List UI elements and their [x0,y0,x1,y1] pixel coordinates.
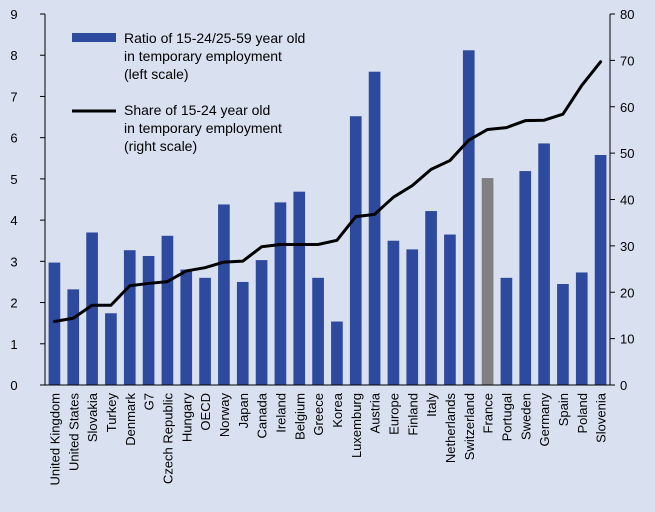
bar-ireland [274,202,287,385]
right-tick-label: 0 [620,378,627,393]
left-tick-label: 8 [10,48,17,63]
x-tick-label-spain: Spain [556,393,571,426]
left-tick-label: 5 [10,172,17,187]
x-tick-label-canada: Canada [255,392,270,438]
x-tick-label-denmark: Denmark [123,393,138,446]
x-tick-label-hungary: Hungary [179,393,194,443]
bar-japan [236,281,249,385]
bar-france [481,178,494,385]
legend-bar-swatch [72,33,116,42]
bar-luxemburg [349,116,362,385]
legend-bar-label: Ratio of 15-24/25-59 year old [124,30,305,46]
x-tick-label-belgium: Belgium [292,393,307,440]
bar-united-kingdom [48,262,61,385]
x-tick-label-korea: Korea [330,392,345,427]
x-tick-label-slovenia: Slovenia [594,392,609,443]
bar-sweden [519,171,532,385]
x-tick-labels: United Kingdom United States Slovakia Turke… [47,392,608,485]
bars-layer [48,50,607,386]
legend: Ratio of 15-24/25-59 year old in temporar… [72,30,305,154]
x-tick-label-norway: Norway [217,393,232,438]
bar-canada [255,260,268,385]
legend-bar-label: (left scale) [124,66,189,82]
x-tick-label-greece: Greece [311,393,326,436]
right-tick-label: 50 [620,146,634,161]
bar-czech-republic [161,235,174,385]
x-tick-label-germany: Germany [537,393,552,447]
left-tick-label: 2 [10,296,17,311]
bar-norway [218,204,230,385]
left-tick-label: 9 [10,7,17,22]
bar-slovenia [594,154,607,385]
left-tick-label: 1 [10,337,17,352]
x-tick-label-europe: Europe [386,393,401,435]
x-tick-label-czech-republic: Czech Republic [160,393,175,485]
x-tick-label-turkey: Turkey [104,393,119,433]
bar-europe [387,240,400,385]
left-tick-label: 3 [10,254,17,269]
x-tick-label-netherlands: Netherlands [443,393,458,464]
x-tick-label-portugal: Portugal [499,393,514,442]
x-tick-label-g7: G7 [142,393,157,410]
bar-greece [312,277,324,385]
right-tick-label: 80 [620,7,634,22]
x-tick-label-poland: Poland [575,393,590,433]
bar-denmark [123,250,136,385]
left-tick-label: 6 [10,131,17,146]
bar-united-states [67,289,80,385]
bar-italy [425,211,437,385]
x-tick-label-sweden: Sweden [518,393,533,440]
right-tick-label: 20 [620,285,634,300]
bar-g7 [142,255,155,385]
legend-bar-label: in temporary employment [124,48,282,64]
left-tick-label: 7 [10,89,17,104]
x-tick-label-oecd: OECD [198,393,213,431]
bar-spain [557,284,569,385]
x-tick-label-luxemburg: Luxemburg [349,393,364,458]
x-tick-label-ireland: Ireland [273,393,288,433]
legend-line-label: Share of 15-24 year old [124,102,270,118]
share-line [52,60,603,323]
right-tick-label: 10 [620,332,634,347]
bar-portugal [500,277,513,385]
bar-belgium [293,191,306,385]
bar-germany [538,143,550,385]
left-tick-label: 4 [10,213,17,228]
x-tick-label-united-states: United States [66,393,81,472]
bar-finland [406,249,419,385]
bar-austria [368,71,381,386]
legend-line-label: in temporary employment [124,120,282,136]
x-tick-label-italy: Italy [424,393,439,417]
bar-oecd [199,277,211,385]
x-tick-label-japan: Japan [236,393,251,428]
x-tick-label-france: France [481,393,496,433]
bar-turkey [105,313,117,385]
x-tick-label-switzerland: Switzerland [462,393,477,460]
line-layer [52,60,603,323]
x-tick-label-united-kingdom: United Kingdom [47,393,62,486]
bar-hungary [180,269,193,385]
bar-korea [331,321,343,385]
x-tick-label-finland: Finland [405,393,420,436]
legend-line-label: (right scale) [124,138,197,154]
left-tick-label: 0 [10,378,17,393]
right-tick-label: 70 [620,53,634,68]
right-tick-label: 40 [620,193,634,208]
right-tick-label: 30 [620,239,634,254]
bar-slovakia [86,232,98,385]
right-tick-label: 60 [620,100,634,115]
bar-netherlands [444,234,456,385]
bar-switzerland [462,50,475,385]
x-tick-label-austria: Austria [368,392,383,433]
x-tick-label-slovakia: Slovakia [85,392,100,442]
bar-poland [575,272,588,385]
axes-layer: 0 1 2 3 4 5 6 7 8 9 0 10 20 30 40 50 60 70 80 [10,7,634,393]
